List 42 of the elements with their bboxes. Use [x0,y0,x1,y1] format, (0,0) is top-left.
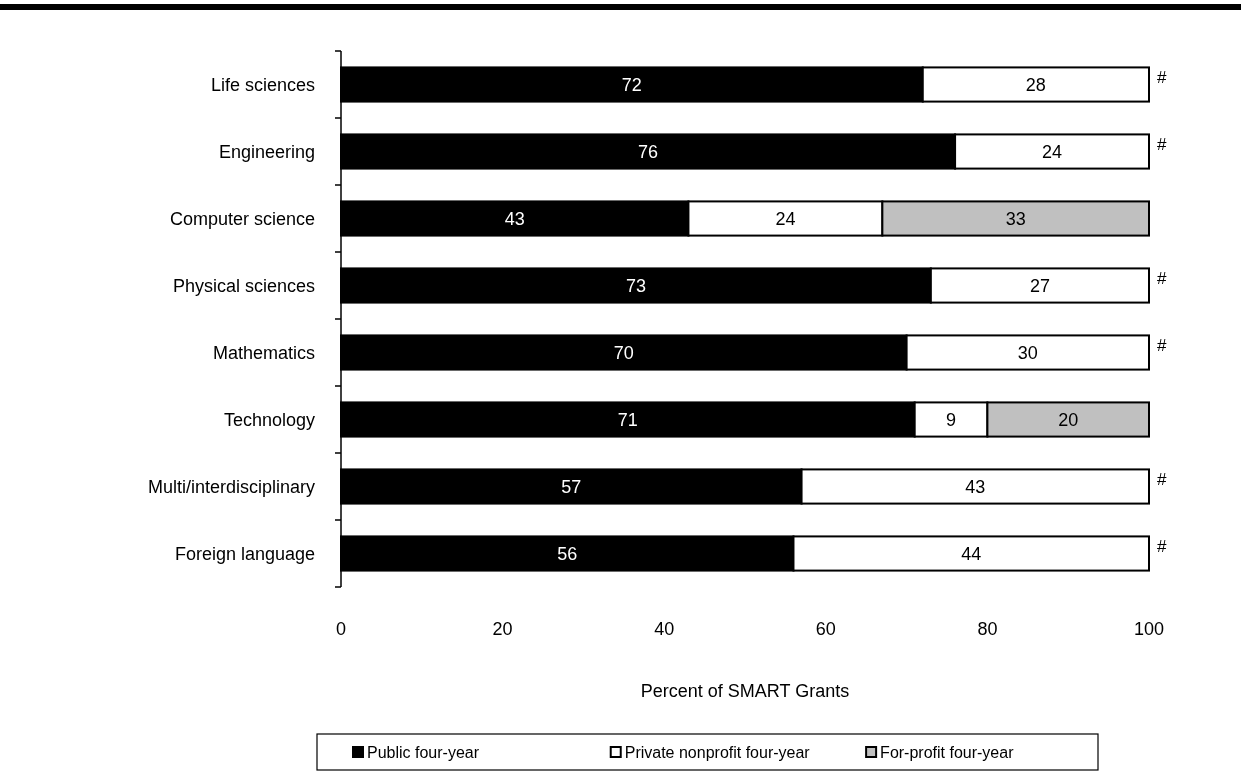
data-label: 20 [1058,409,1079,430]
data-label: 24 [775,208,796,229]
data-label: 57 [561,476,582,497]
data-label: 56 [557,543,578,564]
data-label: 73 [625,275,646,296]
data-label: 28 [1025,74,1046,95]
data-label: 44 [961,543,982,564]
data-label: 72 [621,74,642,95]
data-label: 70 [613,342,634,363]
x-axis-title: Percent of SMART Grants [640,681,850,701]
data-label: 76 [638,141,659,162]
data-label: # [1157,135,1167,154]
x-tick-label: 60 [815,619,836,639]
y-tick-label: Mathematics [212,342,315,363]
data-label: # [1157,470,1167,489]
data-label: 9 [946,409,957,430]
data-label: 24 [1042,141,1063,162]
data-label: 30 [1017,342,1038,363]
x-tick-label: 100 [1133,619,1165,639]
y-tick-label: Computer science [169,208,315,229]
y-tick-label: Life sciences [210,74,315,95]
legend-label: Private nonprofit four-year [624,743,811,761]
y-tick-label: Multi/interdisciplinary [147,476,315,497]
x-tick-label: 0 [335,619,347,639]
x-tick-label: 20 [492,619,513,639]
legend-label: Public four-year [367,743,480,761]
data-label: # [1157,336,1167,355]
data-label: 27 [1029,275,1050,296]
data-label: 43 [504,208,525,229]
data-label: 43 [965,476,986,497]
x-tick-label: 40 [654,619,675,639]
x-tick-label: 80 [977,619,998,639]
data-label: # [1157,269,1167,288]
data-label: 33 [1005,208,1026,229]
y-tick-label: Physical sciences [172,275,315,296]
data-label: # [1157,68,1167,87]
y-tick-label: Technology [223,409,315,430]
data-label: # [1157,537,1167,556]
legend-label: For-profit four-year [880,743,1015,761]
data-label: 71 [617,409,638,430]
y-tick-label: Engineering [218,141,315,162]
y-tick-label: Foreign language [174,543,315,564]
